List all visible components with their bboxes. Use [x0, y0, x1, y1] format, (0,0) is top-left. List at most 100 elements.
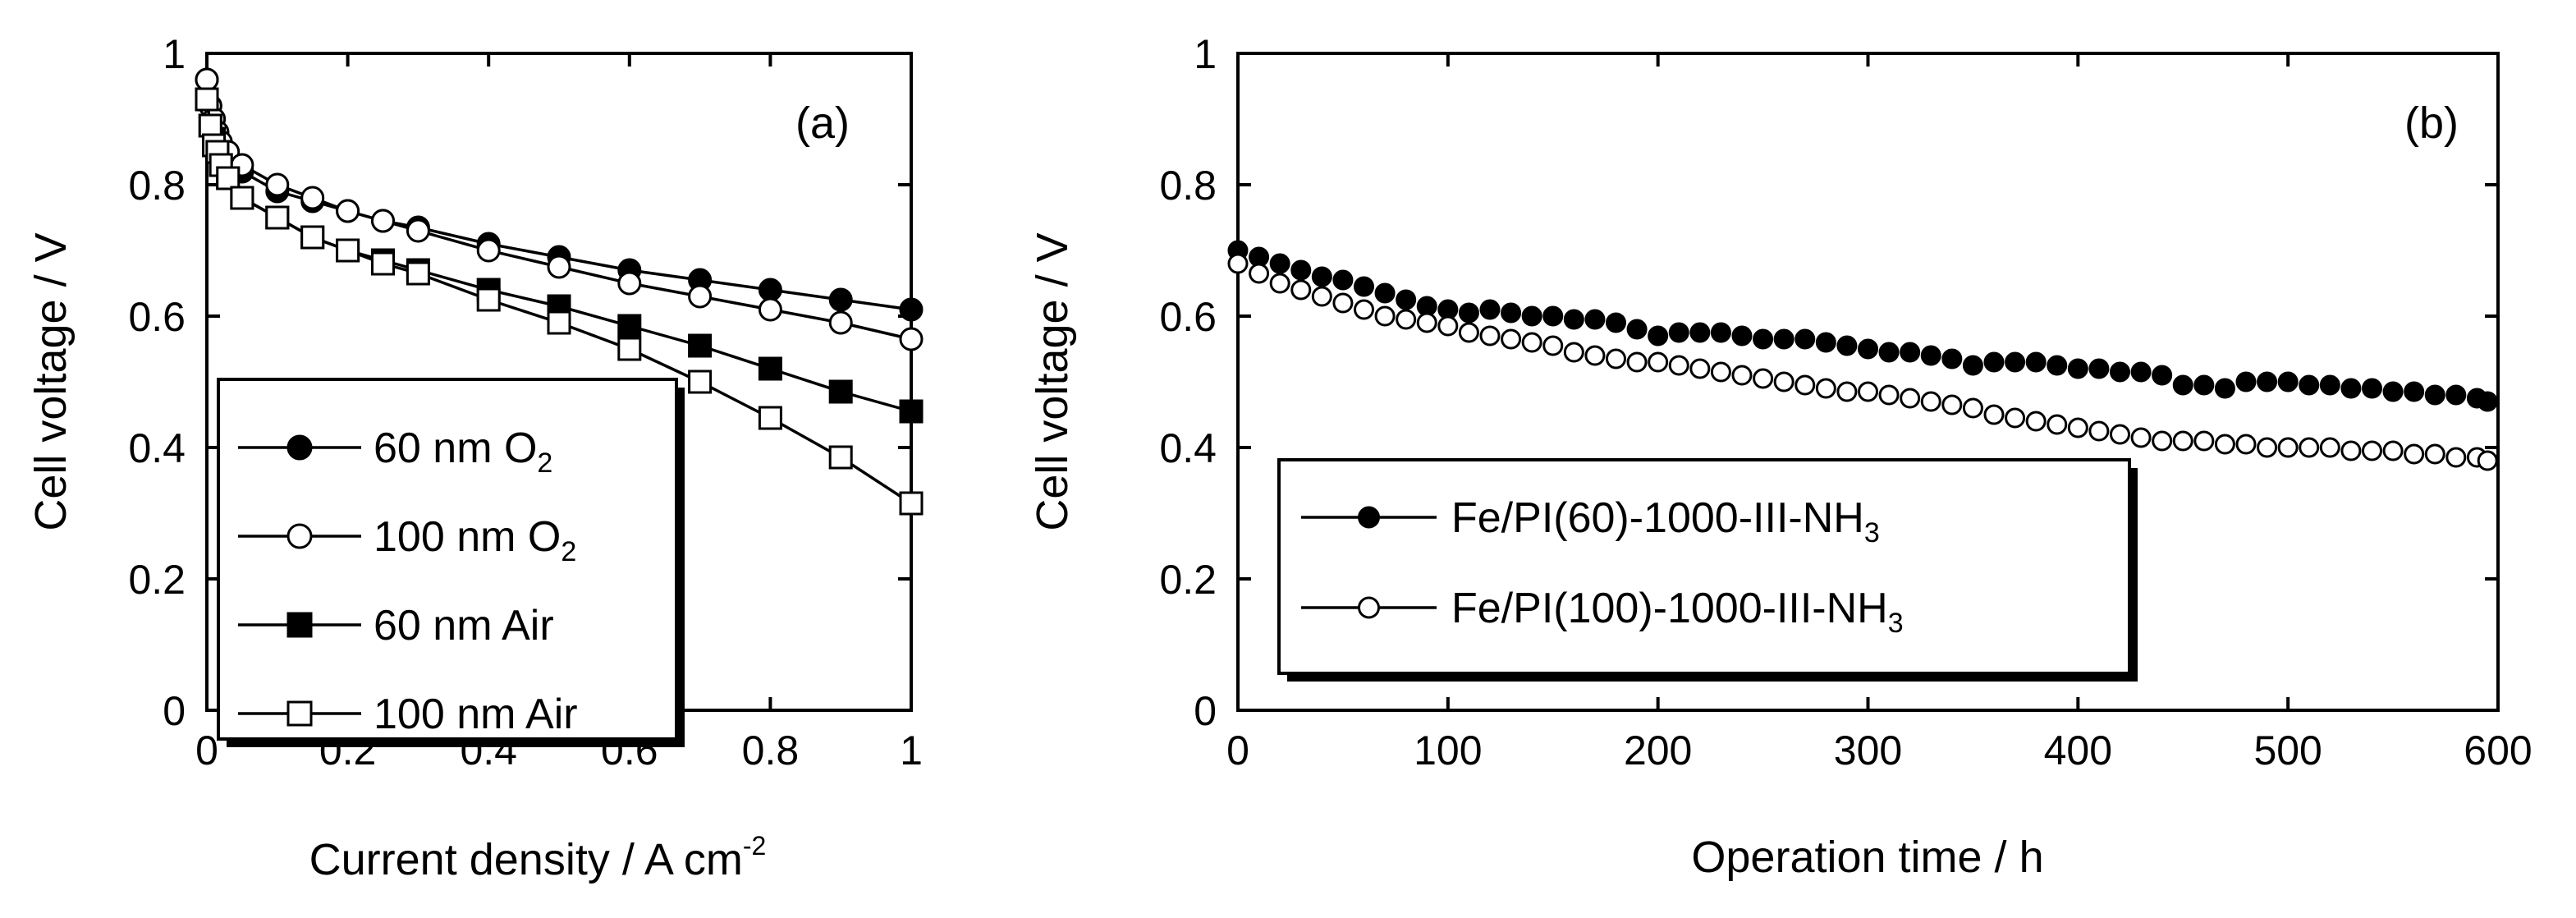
- panel-a-ticks: [205, 52, 913, 712]
- series-1-point: [828, 287, 853, 312]
- panel-a-x-axis-title-sup: -2: [743, 831, 766, 861]
- series-2-point: [1858, 381, 1878, 402]
- panel-b-ticks: [1236, 52, 2500, 712]
- panel-b-y-axis-title: Cell voltage / V: [1028, 232, 1077, 530]
- y-tick-label: 1: [163, 31, 186, 77]
- x-tick-label: 0: [195, 728, 218, 773]
- series-1-point: [1900, 342, 1921, 363]
- series-1-point: [899, 297, 924, 322]
- legend-marker: [1358, 506, 1380, 529]
- legend-label: Fe/PI(60)-1000-III-NH3: [1451, 494, 1880, 549]
- series-2-point: [2382, 440, 2404, 461]
- legend-label: 60 nm Air: [374, 602, 554, 649]
- legend-label-main: Fe/PI(60)-1000-III-NH: [1451, 494, 1864, 542]
- series-1-point: [1836, 335, 1858, 356]
- series-1-point: [2445, 384, 2467, 406]
- series-2-point: [1606, 348, 1626, 369]
- series-1-point: [1962, 355, 1983, 376]
- series-1-point: [1374, 282, 1396, 304]
- legend-label-main: 100 nm Air: [374, 691, 578, 738]
- series-1-point: [2340, 378, 2362, 399]
- series-4-point: [265, 205, 290, 230]
- panel-b-legend-box: [1277, 458, 2131, 675]
- series-2-point: [1396, 309, 1417, 330]
- series-2-point: [2424, 443, 2445, 465]
- legend-label-main: 100 nm O: [374, 513, 561, 561]
- x-tick-label: 100: [1414, 728, 1482, 773]
- panel-b: 0 100 200 300 400 500 600 0 0.2 0.4 0.6 0.8 1 (b) Ce…: [1028, 31, 2532, 882]
- series-1-point: [1584, 309, 1606, 330]
- panel-a-label: (a): [795, 99, 850, 148]
- x-tick-label: 300: [1834, 728, 1902, 773]
- series-2-point: [1416, 312, 1437, 333]
- series-1-point: [2088, 358, 2110, 379]
- series-2-point: [2319, 437, 2340, 458]
- x-tick-label: 200: [1624, 728, 1692, 773]
- panel-a-x-axis-title: Current density / A cm-2: [309, 831, 767, 884]
- panel-a-x-axis-title-main: Current density / A cm: [309, 835, 743, 884]
- series-2-point: [2277, 437, 2299, 458]
- x-tick-label: 0: [1226, 728, 1249, 773]
- series-1-point: [1521, 305, 1542, 327]
- series-2-point: [1941, 394, 1963, 415]
- legend-label-main: 60 nm O: [374, 425, 537, 472]
- series-1-point: [1269, 253, 1290, 274]
- series-2-point: [617, 271, 642, 296]
- panel-a: 0 0.2 0.4 0.6 0.8 100.20.40.60.81 (a) Cell vo…: [26, 31, 924, 884]
- series-1-point: [2172, 374, 2193, 396]
- series-1-point: [2067, 358, 2088, 379]
- legend-label: 60 nm O2: [374, 425, 552, 479]
- y-tick-label: 0.2: [128, 557, 186, 603]
- series-2-point: [2362, 440, 2382, 461]
- series-3-point: [899, 399, 924, 424]
- series-1-point: [1753, 328, 1774, 350]
- y-tick-label: 1: [1194, 31, 1217, 77]
- series-2-point: [1374, 305, 1396, 327]
- x-tick-label: 500: [2253, 728, 2322, 773]
- series-3-point: [828, 379, 853, 404]
- series-2-point: [2088, 420, 2110, 442]
- series-3-point: [758, 356, 782, 381]
- series-1-point: [2130, 361, 2152, 383]
- series-2-point: [2110, 424, 2130, 445]
- series-2-point: [1521, 332, 1542, 353]
- series-2-point: [300, 186, 325, 210]
- series-4-point: [371, 251, 395, 276]
- panel-b-label: (b): [2404, 99, 2459, 148]
- panel-b-tick-labels: 0 100 200 300 400 500 600 0 0.2 0.4 0.6 0.8 1: [1159, 31, 2532, 773]
- legend-label: Fe/PI(100)-1000-III-NH3: [1451, 585, 1904, 639]
- series-2-point: [336, 199, 360, 223]
- series-2-point: [1311, 286, 1332, 307]
- series-2-point: [1648, 351, 1669, 373]
- y-tick-label: 0.6: [1159, 294, 1217, 340]
- series-1-point: [2025, 351, 2047, 373]
- y-tick-label: 0.4: [1159, 425, 1217, 471]
- series-1-point: [1648, 325, 1669, 347]
- series-1-point: [758, 278, 782, 302]
- series-2-point: [1773, 371, 1794, 392]
- series-4-point: [688, 369, 713, 394]
- series-2-point: [899, 327, 924, 351]
- series-2-point: [1794, 374, 1816, 396]
- panel-b-legend: Fe/PI(60)-1000-III-NH3 Fe/PI(100)-1000-II…: [1277, 458, 2138, 682]
- series-2-point: [1501, 328, 1522, 350]
- series-2-point: [265, 172, 290, 197]
- series-1-point: [1983, 351, 2005, 373]
- series-4-point: [406, 261, 430, 286]
- series-2-point: [1689, 358, 1711, 379]
- series-4-point: [216, 166, 241, 190]
- legend-label-subscript: 3: [1864, 517, 1880, 549]
- series-1-point: [1290, 259, 1312, 281]
- series-1-point: [1920, 345, 1941, 366]
- series-1-point: [1332, 269, 1354, 291]
- series-2-point: [2340, 440, 2362, 461]
- series-4-point: [300, 225, 325, 250]
- series-2-point: [1815, 378, 1836, 399]
- y-tick-label: 0.6: [128, 294, 186, 340]
- series-3-point: [688, 333, 713, 358]
- series-1-point: [2257, 371, 2278, 392]
- series-2-point: [2193, 430, 2215, 452]
- series-1-point: [1479, 299, 1501, 320]
